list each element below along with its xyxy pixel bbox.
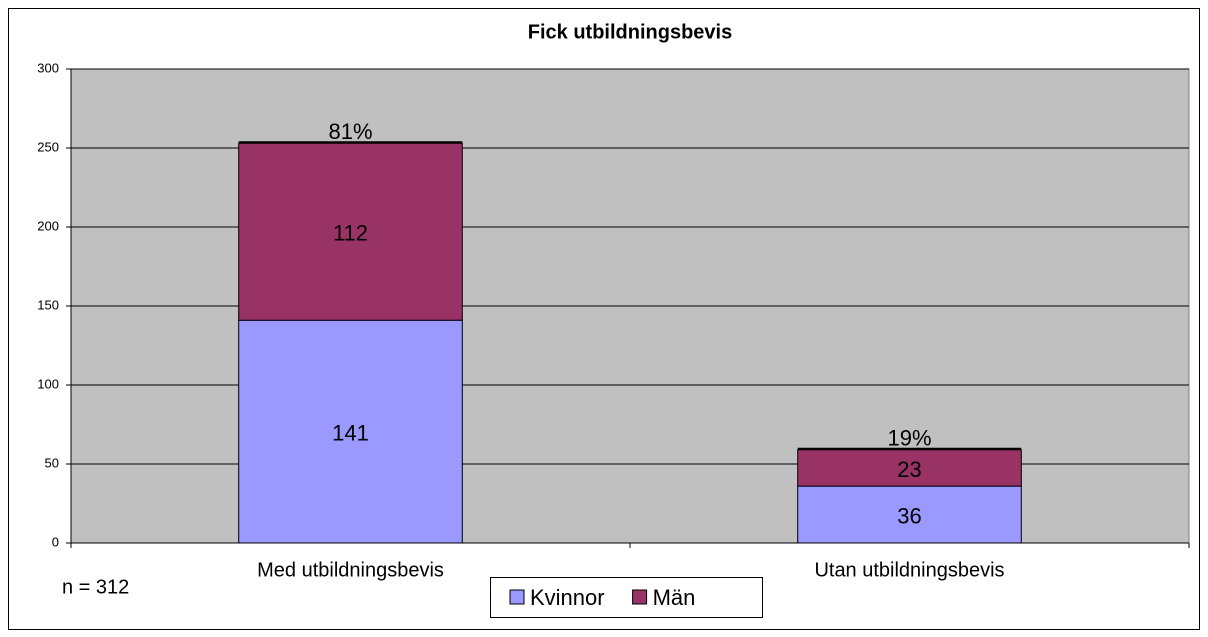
data-label: 112 [333,221,368,246]
y-tick-label: 100 [37,376,59,391]
y-tick-label: 200 [37,218,59,233]
y-tick-label: 300 [37,60,59,75]
legend-swatch [509,589,525,605]
y-tick-label: 50 [45,455,59,470]
total-label: 81% [328,119,372,144]
bar-segment [238,142,463,321]
data-label: 36 [897,503,921,528]
data-label: 23 [897,457,921,482]
chart-title: Fick utbildningsbevis [528,21,732,43]
bar-segment [797,485,1022,544]
y-tick-label: 150 [37,297,59,312]
x-tick-label: Utan utbildningsbevis [814,559,1004,581]
legend-swatch [632,589,648,605]
total-label: 19% [887,426,931,451]
annotation: n = 312 [62,576,129,598]
bar-segment [238,319,463,544]
legend [490,577,763,618]
y-tick-label: 0 [52,534,59,549]
legend-label: Kvinnor [530,585,605,610]
bar-segment [797,449,1022,487]
data-label: 141 [332,420,369,445]
y-tick-label: 250 [37,139,59,154]
legend-label: Män [653,585,696,610]
x-tick-label: Med utbildningsbevis [257,559,444,581]
